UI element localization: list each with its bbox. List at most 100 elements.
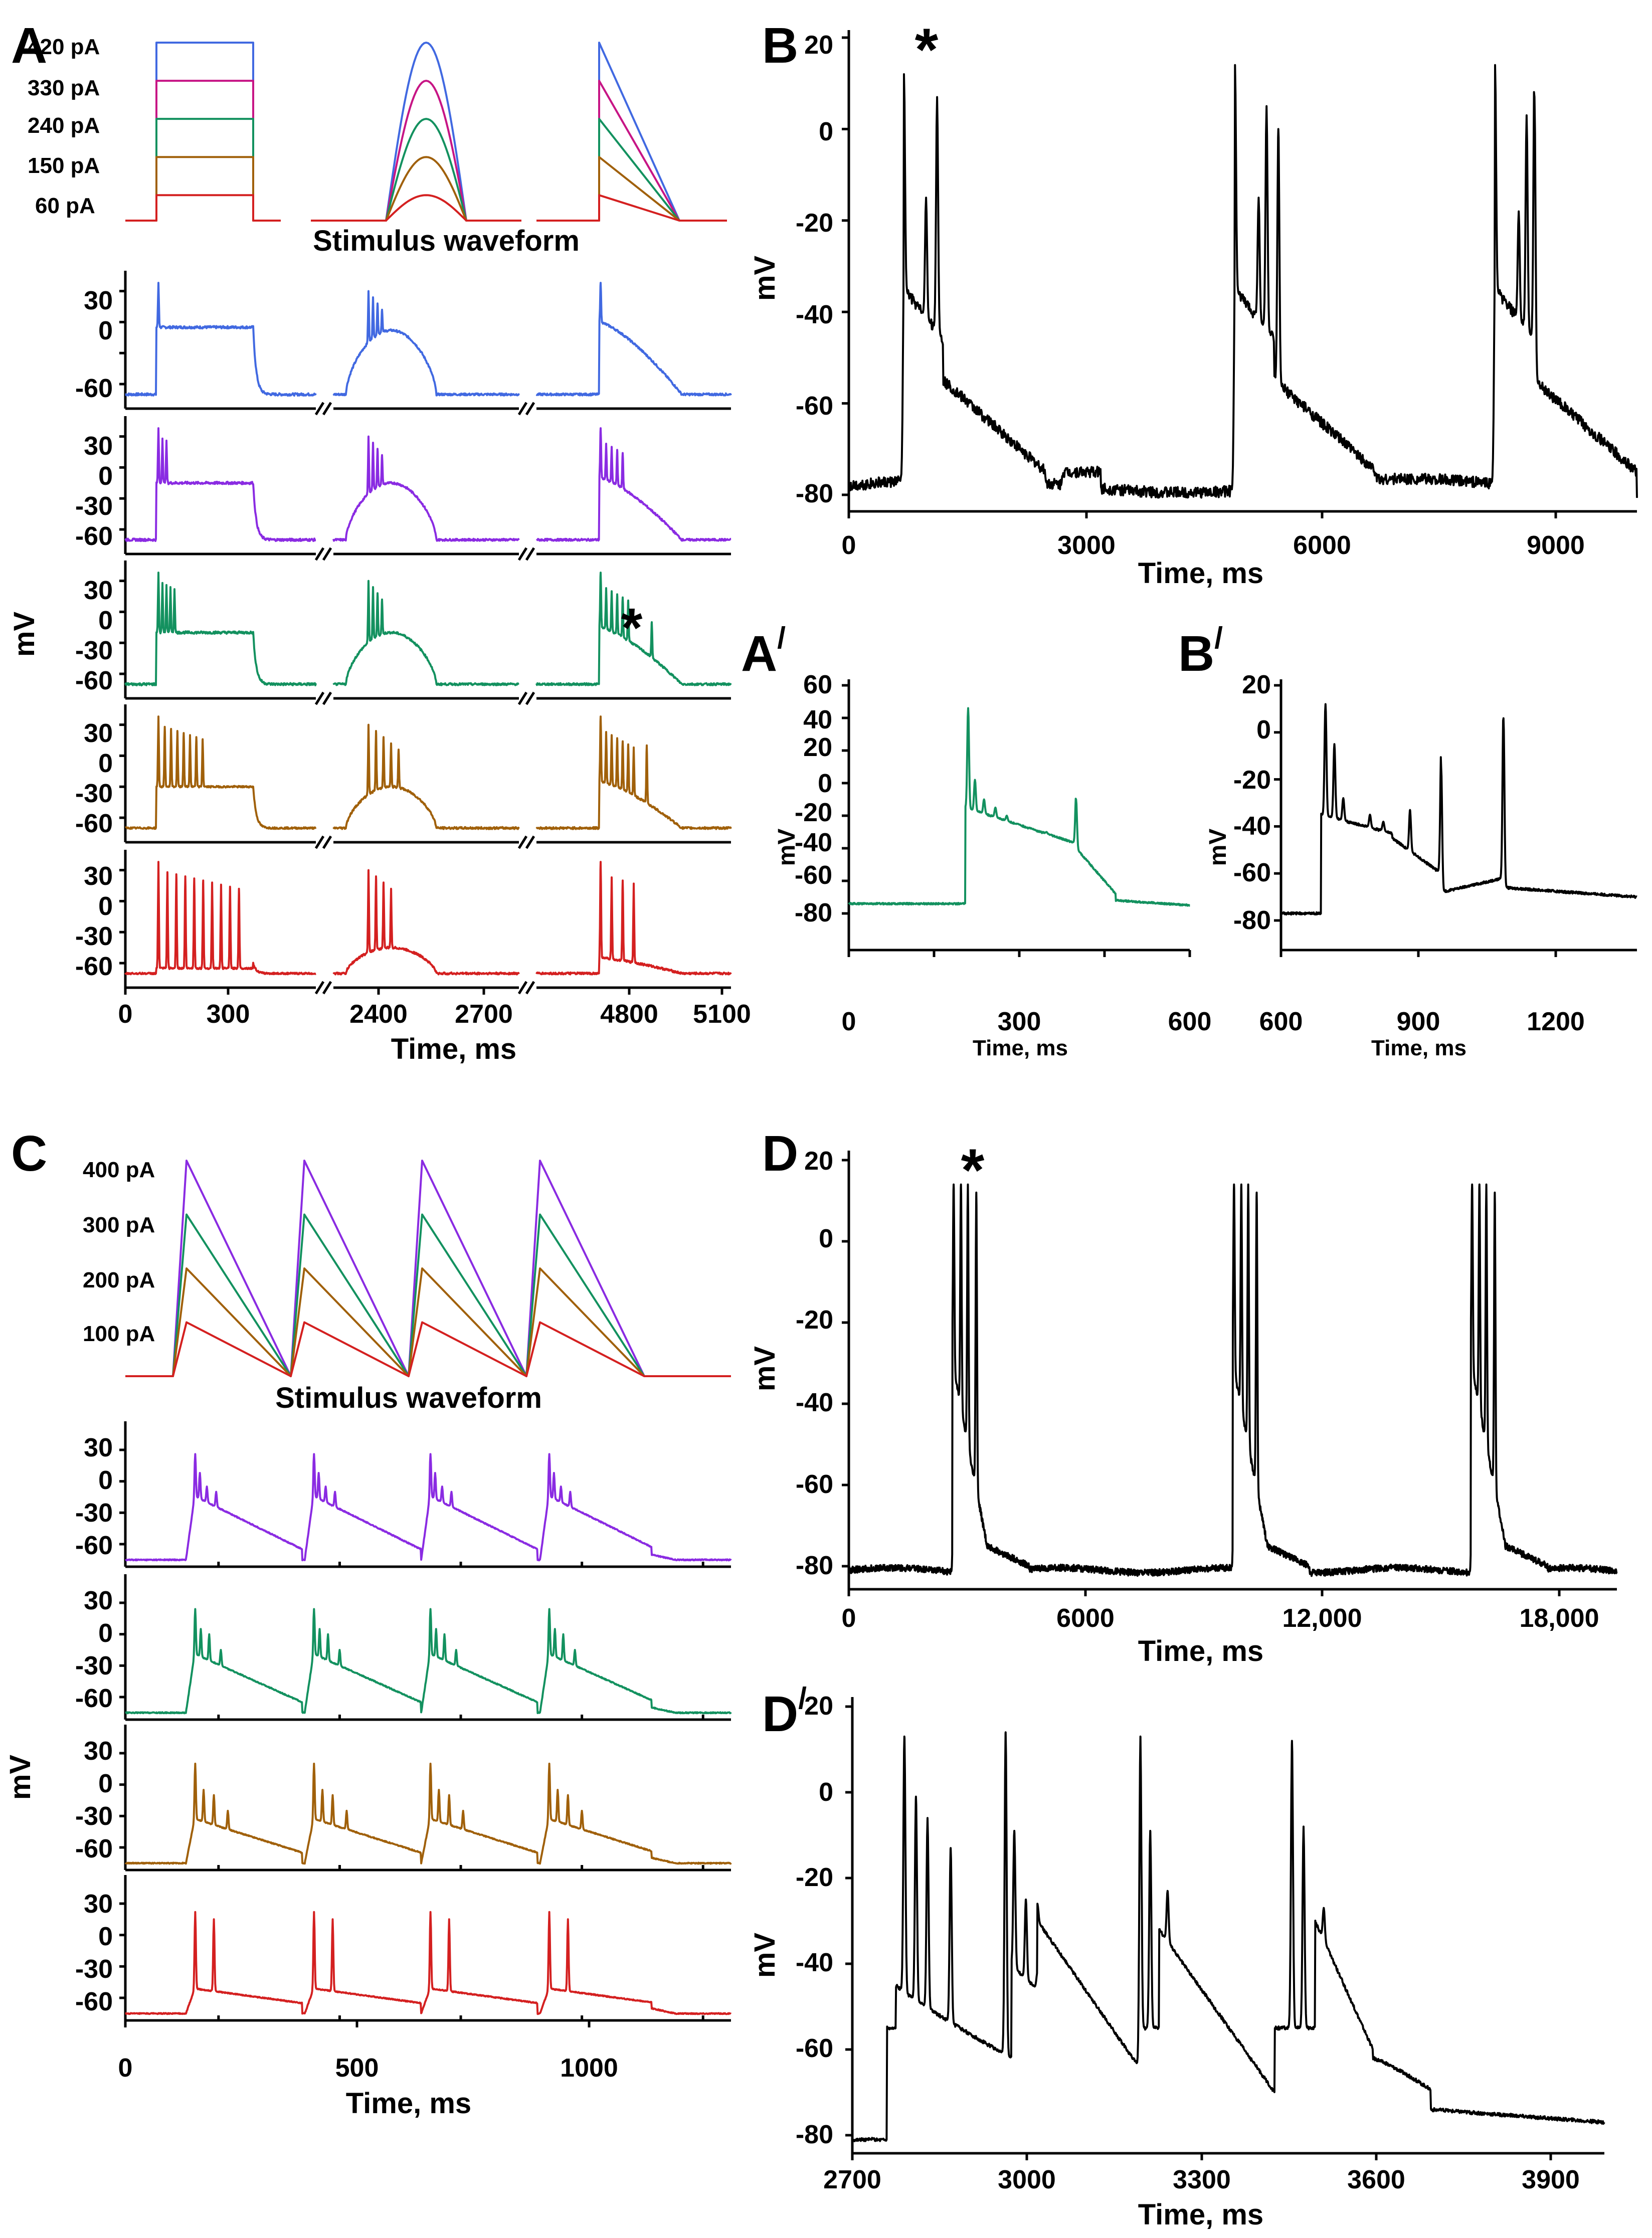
axis-break-mark [314, 691, 325, 705]
dp-xtick-3300: 3300 [1173, 2165, 1231, 2194]
a-response-red-seg2 [332, 869, 520, 976]
panel-a-prime-xlabel: Time, ms [973, 1036, 1068, 1060]
amp-label-420: 420 pA [28, 35, 100, 59]
a-xtick-5100: 5100 [693, 1000, 751, 1029]
d-xtick-6000: 6000 [1056, 1604, 1115, 1633]
ap-xtick-600: 600 [1168, 1007, 1212, 1036]
a-response-purple-seg2 [332, 435, 520, 542]
ap-xtick-300: 300 [998, 1007, 1041, 1036]
panel-a-prime-letter: A [741, 626, 777, 682]
a-response-green-seg1 [124, 572, 317, 687]
amp-label-240: 240 pA [28, 113, 100, 138]
dp-ytick-m20: -20 [796, 1863, 833, 1892]
panel-b-axes [842, 30, 1637, 518]
a2-ytick-30: 30 [84, 432, 113, 461]
panel-d-prime-letter: D [762, 1686, 798, 1742]
a-xtick-0: 0 [118, 1000, 133, 1029]
panel-b-prime-trace [1280, 703, 1638, 916]
a3-ytick-0: 0 [98, 606, 113, 635]
stim-sawtooth-420 [536, 42, 727, 222]
c4-ytick-30: 30 [84, 1890, 113, 1919]
dp-ytick-20: 20 [804, 1692, 833, 1721]
axis-break-mark [322, 691, 332, 705]
a-response-green-seg2 [332, 580, 519, 686]
d-ytick-20: 20 [804, 1147, 833, 1176]
panel-a-prime-xticks: 0 300 600 [842, 1007, 1212, 1036]
ap-ytick-60: 60 [803, 670, 832, 699]
bp-xtick-900: 900 [1397, 1007, 1440, 1036]
c2-ytick-m30: -30 [75, 1651, 113, 1681]
a1-ytick-60: -60 [75, 374, 113, 403]
a-response-blue-seg3 [535, 282, 732, 397]
b-ytick-m80: -80 [796, 479, 833, 508]
panel-d-prime-trace [851, 1731, 1605, 2142]
panel-c: C 400 pA 300 pA 200 pA 100 pA Stimulus w… [4, 1126, 732, 2120]
ap-ytick-m60: -60 [795, 861, 832, 890]
panel-b-prime: B/ 20 0 -20 -40 -60 -80 600 900 1200 Tim… [1178, 621, 1638, 1060]
panel-d-xlabel: Time, ms [1138, 1635, 1263, 1667]
stim-halfsine-60 [311, 194, 521, 222]
ap-xtick-0: 0 [842, 1007, 856, 1036]
amp-label-400: 400 pA [83, 1158, 155, 1182]
a5-ytick-m30: -30 [75, 922, 113, 951]
dp-xtick-2700: 2700 [823, 2165, 881, 2194]
panel-d-yticks: 20 0 -20 -40 -60 -80 [796, 1147, 833, 1580]
axis-break-mark [525, 402, 535, 416]
amp-label-200: 200 pA [83, 1268, 155, 1292]
stim-sawtooth-60 [536, 194, 727, 222]
a3-ytick-30: 30 [84, 576, 113, 605]
dp-ytick-0: 0 [819, 1778, 833, 1807]
c-response-brown [124, 1762, 732, 1865]
panel-a-xlabel: Time, ms [391, 1033, 516, 1065]
axis-break-mark [517, 691, 528, 705]
panel-d-ylabel: mV [749, 1346, 781, 1392]
panel-a-prime-trace [848, 707, 1191, 907]
panel-a-prime-mark: / [777, 621, 786, 655]
axis-break-mark [322, 402, 332, 416]
d-xtick-12000: 12,000 [1282, 1604, 1362, 1633]
b-xtick-0: 0 [842, 531, 856, 560]
panel-a-prime-label: A/ [741, 621, 786, 682]
a1-ytick-0: 0 [98, 316, 113, 345]
c3-ytick-30: 30 [84, 1737, 113, 1766]
c-xtick-1000: 1000 [560, 2054, 618, 2083]
c-response-green [124, 1608, 732, 1715]
panel-a-yticks: 30 0 -60 30 0 -30 -60 30 0 -30 -60 30 0 … [75, 286, 113, 981]
panel-c-stimulus [125, 1160, 731, 1377]
stim-step-60 [125, 194, 281, 222]
panel-b-yticks: 20 0 -20 -40 -60 -80 [796, 31, 833, 508]
panel-b-trace [848, 64, 1638, 499]
b-ytick-m60: -60 [796, 392, 833, 421]
panel-d-trace [848, 1183, 1618, 1577]
panel-b-xlabel: Time, ms [1138, 557, 1263, 590]
stim-step-240 [125, 118, 281, 222]
panel-c-yticks: 30 0 -30 -60 30 0 -30 -60 30 0 -30 -60 3… [75, 1433, 113, 2016]
stim-c-sawtooth-100 [125, 1321, 731, 1377]
axis-break-mark [525, 835, 535, 849]
c1-ytick-m30: -30 [75, 1499, 113, 1528]
panel-c-amplitude-labels: 400 pA 300 pA 200 pA 100 pA [83, 1158, 155, 1346]
panel-c-xticks: 0 500 1000 [118, 2054, 618, 2083]
bp-ytick-m40: -40 [1233, 812, 1271, 841]
panel-a-ylabel: mV [8, 612, 41, 657]
panel-d-prime-ylabel: mV [749, 1933, 781, 1978]
d-ytick-m60: -60 [796, 1470, 833, 1499]
a-response-purple-seg3 [535, 427, 731, 542]
axis-break-mark [322, 981, 332, 995]
a2-ytick-m60: -60 [75, 522, 113, 551]
a-response-red-seg1 [124, 861, 316, 976]
panel-a-prime-ylabel: mV [774, 829, 800, 866]
a4-ytick-m60: -60 [75, 809, 113, 838]
panel-a-prime: A/ 60 40 20 0 -20 -40 -60 -80 0 300 600 … [741, 621, 1211, 1060]
d-ytick-m80: -80 [796, 1551, 833, 1580]
a5-ytick-0: 0 [98, 892, 113, 921]
ap-ytick-m40: -40 [795, 828, 832, 857]
dp-xtick-3000: 3000 [998, 2165, 1056, 2194]
b-ytick-0: 0 [819, 117, 833, 146]
bp-ytick-m20: -20 [1233, 766, 1271, 795]
stim-halfsine-240 [311, 118, 521, 222]
panel-d-prime-xlabel: Time, ms [1138, 2198, 1263, 2231]
b-xtick-6000: 6000 [1293, 531, 1351, 560]
panel-d-prime-yticks: 20 0 -20 -40 -60 -80 [796, 1692, 833, 2149]
